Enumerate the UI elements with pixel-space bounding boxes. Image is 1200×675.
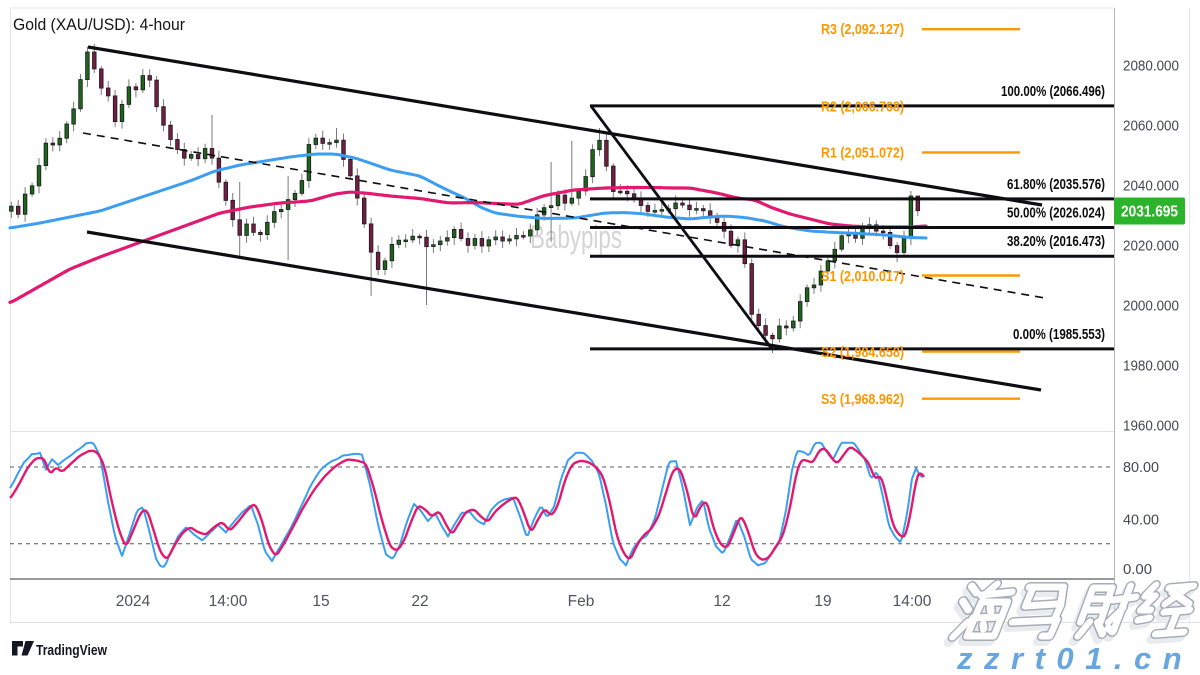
svg-text:0.00% (1985.553): 0.00% (1985.553) bbox=[1013, 327, 1105, 343]
svg-text:12: 12 bbox=[713, 593, 730, 610]
svg-text:50.00% (2026.024): 50.00% (2026.024) bbox=[1007, 206, 1105, 222]
svg-text:14:00: 14:00 bbox=[893, 593, 932, 610]
svg-text:2080.000: 2080.000 bbox=[1123, 59, 1179, 75]
svg-text:zzrt01.cn: zzrt01.cn bbox=[956, 641, 1193, 675]
svg-text:Gold (XAU/USD): 4-hour: Gold (XAU/USD): 4-hour bbox=[13, 15, 185, 34]
svg-text:0.00: 0.00 bbox=[1123, 562, 1152, 578]
svg-text:S3 (1,968.962): S3 (1,968.962) bbox=[821, 392, 904, 408]
svg-text:2040.000: 2040.000 bbox=[1123, 179, 1179, 195]
svg-text:1960.000: 1960.000 bbox=[1123, 419, 1179, 435]
svg-text:2020.000: 2020.000 bbox=[1123, 239, 1179, 255]
svg-text:14:00: 14:00 bbox=[209, 593, 248, 610]
svg-text:80.00: 80.00 bbox=[1123, 460, 1159, 476]
svg-text:1980.000: 1980.000 bbox=[1123, 359, 1179, 375]
svg-text:TradingView: TradingView bbox=[36, 642, 107, 659]
svg-text:R1 (2,051.072): R1 (2,051.072) bbox=[821, 145, 904, 161]
svg-text:Babypips: Babypips bbox=[530, 219, 622, 255]
svg-text:Feb: Feb bbox=[568, 593, 595, 610]
svg-text:22: 22 bbox=[411, 593, 428, 610]
svg-text:2031.695: 2031.695 bbox=[1121, 204, 1178, 221]
svg-text:15: 15 bbox=[312, 593, 329, 610]
svg-text:61.80% (2035.576): 61.80% (2035.576) bbox=[1007, 177, 1105, 193]
svg-text:S1 (2,010.017): S1 (2,010.017) bbox=[821, 269, 904, 285]
svg-text:2000.000: 2000.000 bbox=[1123, 299, 1179, 315]
svg-text:S2 (1,984.658): S2 (1,984.658) bbox=[821, 345, 904, 361]
svg-text:2024: 2024 bbox=[116, 593, 151, 610]
svg-text:R3 (2,092.127): R3 (2,092.127) bbox=[821, 22, 904, 38]
svg-text:40.00: 40.00 bbox=[1123, 513, 1159, 529]
svg-text:19: 19 bbox=[814, 593, 831, 610]
svg-text:R2 (2,066.768): R2 (2,066.768) bbox=[821, 100, 904, 116]
svg-text:2060.000: 2060.000 bbox=[1123, 119, 1179, 135]
svg-text:38.20% (2016.473): 38.20% (2016.473) bbox=[1007, 234, 1105, 250]
svg-text:100.00% (2066.496): 100.00% (2066.496) bbox=[1001, 84, 1105, 100]
